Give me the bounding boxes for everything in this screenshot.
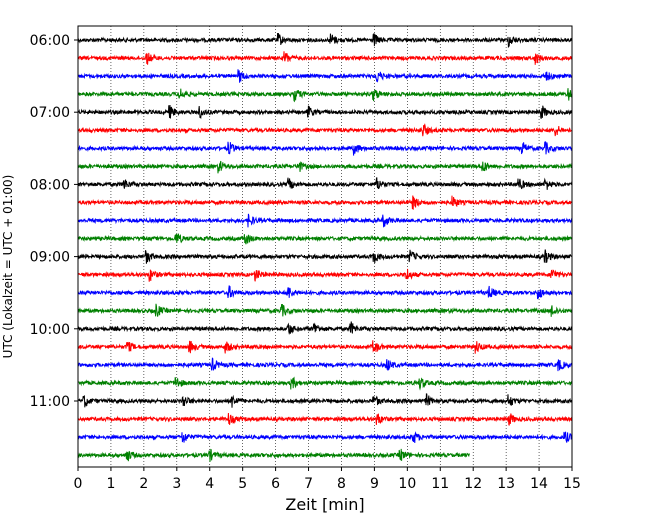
x-tick-label: 15 [563,476,581,492]
trace-0630 [77,69,573,83]
trace-1130 [77,431,573,444]
x-tick-label: 9 [370,476,379,492]
y-axis-ticks: 06:00 07:00 08:00 09:00 10:00 11:00 [30,33,78,410]
x-tick-label: 14 [530,476,548,492]
x-tick-label: 4 [205,476,214,492]
trace-0830 [77,213,573,228]
x-tick-label: 2 [139,476,148,492]
y-tick-label: 08:00 [30,177,70,193]
trace-1030 [77,357,573,372]
trace-1015 [77,340,573,354]
x-tick-label: 13 [497,476,515,492]
trace-0800 [77,177,573,190]
y-tick-label: 06:00 [30,33,70,49]
trace-0815 [77,195,573,210]
x-tick-label: 8 [337,476,346,492]
x-tick-label: 0 [74,476,83,492]
trace-1045 [77,376,573,391]
trace-1100 [77,393,573,408]
x-axis-label: Zeit [min] [285,495,364,514]
trace-0700 [77,104,573,120]
trace-1115 [77,412,573,426]
trace-0845 [77,233,573,245]
trace-0715 [77,123,573,137]
trace-0945 [77,303,573,317]
x-tick-label: 3 [172,476,181,492]
trace-0615 [77,51,573,65]
x-axis-ticks: 0 1 2 3 4 5 6 7 8 9 10 11 12 13 14 15 [74,467,581,492]
trace-0930 [77,285,573,300]
y-tick-label: 11:00 [30,394,70,410]
trace-0745 [77,160,573,174]
trace-0645 [77,88,573,103]
seismic-traces [77,32,573,462]
y-axis-label: UTC (Lokalzeit = UTC + 01:00) [1,175,15,359]
x-tick-label: 7 [304,476,313,492]
x-tick-label: 12 [464,476,482,492]
x-tick-label: 1 [106,476,115,492]
trace-0730 [77,141,573,156]
y-tick-label: 09:00 [30,250,70,266]
trace-0915 [77,268,573,282]
x-tick-label: 11 [431,476,449,492]
y-tick-label: 10:00 [30,322,70,338]
plot-frame [77,25,573,468]
trace-1145 [77,448,470,462]
x-tick-label: 5 [238,476,247,492]
x-tick-label: 6 [271,476,280,492]
x-tick-label: 10 [398,476,416,492]
trace-0600 [77,32,572,49]
trace-0900 [77,249,573,264]
trace-1000 [77,321,573,335]
y-tick-label: 07:00 [30,105,70,121]
